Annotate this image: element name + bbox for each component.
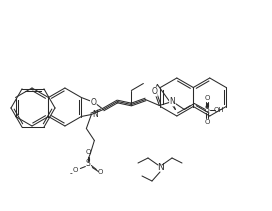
Text: O: O — [152, 87, 157, 96]
Text: +: + — [94, 109, 100, 114]
Text: N: N — [169, 97, 175, 106]
Text: O: O — [98, 169, 103, 176]
Text: -: - — [70, 169, 73, 178]
Text: OH: OH — [214, 107, 225, 112]
Text: N: N — [157, 164, 163, 173]
Text: S: S — [86, 159, 91, 168]
Text: N: N — [92, 110, 98, 119]
Text: O: O — [205, 119, 210, 124]
Text: O: O — [86, 150, 91, 156]
Text: O: O — [205, 95, 210, 100]
Text: O: O — [90, 98, 96, 107]
Text: S: S — [205, 105, 210, 114]
Text: O: O — [73, 168, 78, 173]
